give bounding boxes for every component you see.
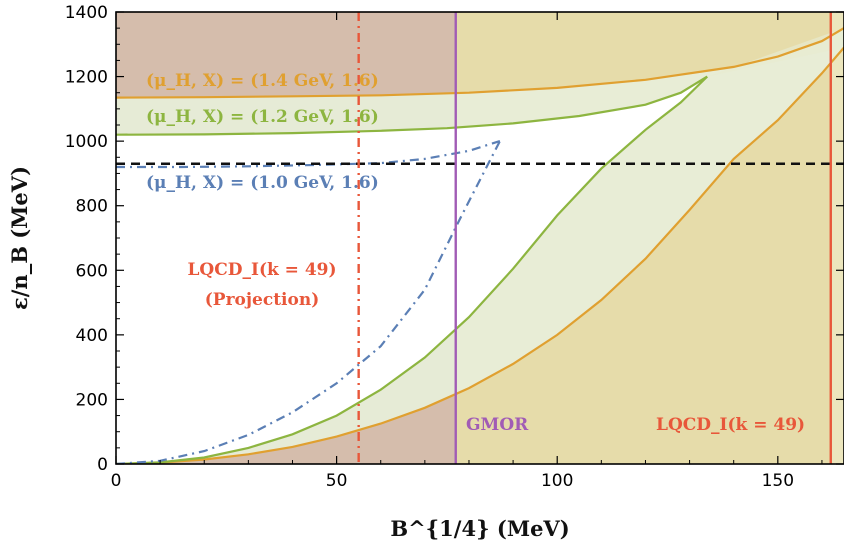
y-tick-label: 1000 (65, 132, 108, 152)
annotation-mu12: (μ_H, X) = (1.2 GeV, 1.6) (146, 107, 379, 127)
plot-area (116, 12, 844, 464)
series-lines (116, 27, 844, 464)
series-line-lower-mu12 (116, 75, 708, 464)
series-line-lower-mu10 (116, 140, 501, 464)
bands (116, 12, 844, 464)
series-line-lower-mu14 (116, 46, 844, 464)
band-mu12 (116, 76, 708, 464)
x-tick-label: 50 (326, 471, 348, 491)
annotation-mu10: (μ_H, X) = (1.0 GeV, 1.6) (146, 173, 379, 193)
ticks: 0 50 100 150 0 200 400 600 800 1000 1200 1400 (65, 3, 844, 491)
x-tick-label: 100 (541, 471, 573, 491)
band-between-upper (116, 28, 844, 135)
reference-lines (116, 12, 844, 464)
y-tick-label: 400 (76, 326, 108, 346)
annotation-lqcd-projection-line1: LQCD_I(k = 49) (187, 260, 336, 280)
x-tick-label: 150 (762, 471, 794, 491)
series-line-upper-mu12 (116, 75, 708, 136)
band-between-lower (116, 47, 844, 464)
y-tick-label: 600 (76, 261, 108, 281)
annotation-lqcd: LQCD_I(k = 49) (656, 415, 805, 435)
x-axis-title: B^{1/4} (MeV) (390, 516, 569, 541)
y-tick-label: 1200 (65, 68, 108, 88)
annotation-mu14: (μ_H, X) = (1.4 GeV, 1.6) (146, 71, 379, 91)
y-tick-label: 200 (76, 390, 108, 410)
x-tick-label: 0 (111, 471, 122, 491)
annotation-gmor: GMOR (466, 415, 529, 435)
y-tick-label: 1400 (65, 3, 108, 23)
y-tick-label: 0 (97, 455, 108, 475)
background-beyond-lqcd (830, 12, 844, 464)
y-axis-title: ε/n_B (MeV) (7, 166, 32, 310)
series-line-upper-mu14 (116, 27, 844, 99)
y-tick-label: 800 (76, 197, 108, 217)
annotation-lqcd-projection-line2: (Projection) (205, 290, 320, 310)
